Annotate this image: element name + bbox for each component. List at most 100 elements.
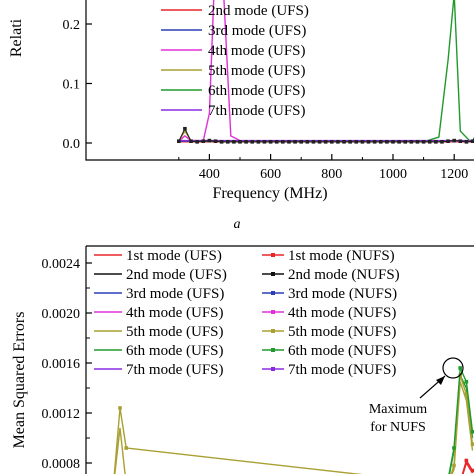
top-series-marker [372, 140, 377, 144]
bottom-legend: 1st mode (UFS) 2nd mode (UFS) 3rd mode (UF… [94, 248, 400, 378]
top-series-marker [440, 140, 444, 144]
top-series-marker [342, 140, 346, 144]
bottom-chart: 0.0008 0.0012 0.0016 0.0020 0.0024 Mean Squa… [11, 245, 474, 474]
top-series-marker [293, 140, 297, 144]
bottom-axis-frame [85, 245, 474, 474]
top-series-marker [366, 140, 371, 144]
top-series-marker [409, 140, 414, 144]
bottom-series-marker [464, 392, 469, 397]
top-y-tick-label: 0.2 [63, 18, 81, 33]
annotation-arrowhead [436, 376, 445, 385]
bottom-legend-marker-nufs [271, 367, 275, 371]
top-y-tick-labels: 0.0 0.1 0.2 [63, 18, 81, 152]
bottom-legend-label-nufs: 7th mode (NUFS) [288, 362, 396, 378]
top-series-marker [219, 140, 224, 144]
bottom-legend-label-nufs: 5th mode (NUFS) [288, 324, 396, 340]
top-series-marker [287, 140, 291, 144]
top-series-marker [213, 139, 218, 144]
top-x-tick-label: 400 [199, 167, 220, 182]
top-series-marker [403, 140, 408, 144]
bottom-y-tick-label: 0.0024 [42, 257, 81, 272]
bottom-series-marker [470, 429, 474, 434]
top-series-marker [311, 140, 316, 144]
bottom-y-tick-label: 0.0016 [42, 357, 81, 372]
bottom-legend-label-ufs: 6th mode (UFS) [126, 343, 224, 359]
top-series-marker [195, 140, 199, 144]
top-series-marker [256, 140, 261, 144]
bottom-series-marker [458, 366, 462, 370]
top-x-tick-label: 800 [321, 167, 342, 182]
top-legend-label: 6th mode (UFS) [208, 83, 306, 99]
bottom-legend-label-ufs: 3rd mode (UFS) [126, 286, 224, 302]
bottom-y-axis-label: Mean Squared Errors [11, 312, 28, 449]
top-series-marker [360, 140, 365, 144]
top-x-tick-label: 1200 [440, 167, 468, 182]
bottom-y-tick-label: 0.0008 [42, 457, 81, 472]
top-y-tick-label: 0.1 [63, 78, 81, 93]
top-series-marker [323, 140, 328, 144]
top-series-marker [452, 138, 456, 143]
top-series-marker [232, 140, 236, 144]
top-series-marker [305, 140, 310, 144]
bottom-legend-label-nufs: 4th mode (NUFS) [288, 305, 396, 321]
bottom-legend-label-nufs: 3rd mode (NUFS) [288, 286, 397, 302]
bottom-legend-marker-nufs [271, 329, 275, 333]
top-series-marker [274, 140, 279, 144]
top-series-marker [268, 140, 273, 144]
top-y-axis-label: Relati [8, 18, 25, 57]
bottom-legend-label-ufs: 7th mode (UFS) [126, 362, 224, 378]
top-series-marker [238, 140, 242, 144]
bottom-legend-marker-nufs [271, 253, 275, 257]
top-y-tick-label: 0.0 [63, 137, 81, 152]
top-series-marker [330, 140, 334, 144]
top-series-marker [464, 140, 469, 144]
bottom-legend-label-ufs: 2nd mode (UFS) [126, 267, 227, 283]
top-x-axis-label: Frequency (MHz) [212, 185, 327, 202]
bottom-series-line [113, 375, 474, 474]
bottom-legend-marker-nufs [271, 272, 275, 276]
bottom-y-tick-label: 0.0020 [42, 307, 81, 322]
top-series-marker [177, 139, 181, 144]
bottom-legend-marker-nufs [271, 348, 275, 352]
annotation-circle [442, 357, 464, 379]
bottom-series-marker [124, 446, 128, 450]
top-series-marker [250, 140, 255, 144]
top-series-marker [470, 139, 474, 144]
top-chart: 400600800100012001400 0.00.10.2 Relati F… [8, 0, 474, 202]
top-series-marker [415, 140, 420, 144]
top-legend-label: 7th mode (UFS) [208, 103, 306, 119]
top-series-marker [458, 139, 463, 144]
top-series-line [423, 0, 474, 143]
top-series-marker [427, 140, 432, 144]
top-series-marker [317, 140, 322, 144]
top-series-marker [434, 140, 438, 144]
annotation-text-line1: Maximum [369, 402, 427, 417]
top-series-marker [281, 140, 285, 144]
top-legend-label: 3rd mode (UFS) [208, 23, 306, 39]
top-x-tick-labels: 400600800100012001400 [199, 167, 468, 182]
bottom-series-marker [118, 406, 122, 410]
top-axis-frame [85, 0, 474, 161]
top-series-marker [189, 139, 193, 144]
bottom-series-line [114, 381, 474, 474]
bottom-series-line [461, 458, 474, 474]
bottom-legend-marker-nufs [271, 310, 275, 314]
bottom-series-marker [470, 442, 474, 447]
annotation-text-line2: for NUFS [370, 420, 426, 435]
top-legend-label: 5th mode (UFS) [208, 63, 306, 79]
top-series-marker [348, 140, 352, 144]
top-x-tick-label: 1000 [379, 167, 407, 182]
top-series-marker [421, 140, 426, 144]
bottom-legend-label-nufs: 1st mode (NUFS) [288, 248, 395, 264]
top-series-marker [207, 138, 212, 143]
top-series-marker [299, 140, 303, 144]
top-series-marker [262, 140, 267, 144]
bottom-legend-label-nufs: 6th mode (NUFS) [288, 343, 396, 359]
bottom-y-ticks: 0.0008 0.0012 0.0016 0.0020 0.0024 [42, 257, 92, 472]
top-legend-label: 2nd mode (UFS) [208, 3, 309, 19]
top-legend: 2nd mode (UFS) 3rd mode (UFS) 4th mode (UF… [161, 3, 309, 119]
bottom-legend-label-ufs: 1st mode (UFS) [126, 248, 222, 264]
bottom-legend-marker-nufs [271, 291, 275, 295]
top-series-marker [225, 140, 230, 144]
